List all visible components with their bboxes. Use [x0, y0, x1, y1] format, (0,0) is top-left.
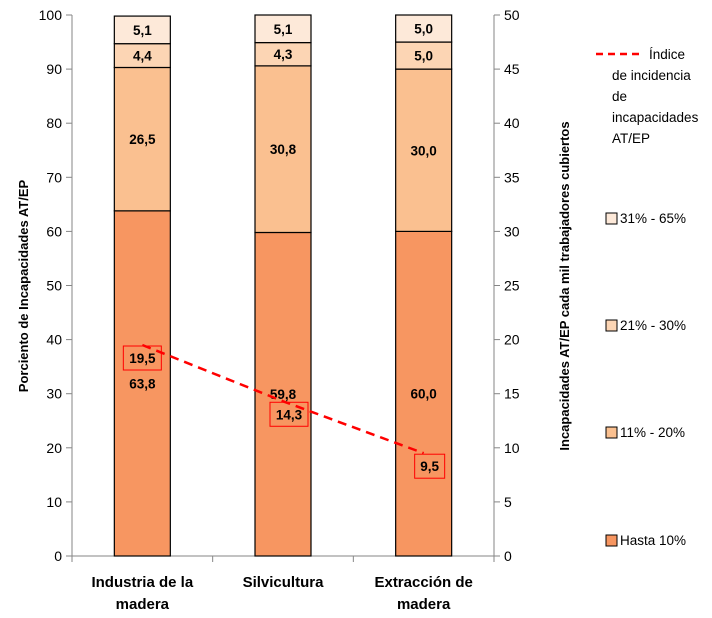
- incidence-data-label: 9,5: [420, 459, 439, 474]
- bar-segment: [254, 65, 312, 234]
- bar-segment: [113, 210, 171, 557]
- incidence-label-box: [269, 401, 309, 427]
- y-tick-label: 90: [46, 61, 62, 77]
- bar-segment: [395, 230, 453, 557]
- bar-segment: [395, 68, 453, 233]
- y-tick-label: 50: [46, 278, 62, 294]
- segment-data-label: 5,0: [414, 49, 433, 64]
- y-tick-label: 60: [46, 223, 62, 239]
- y-tick-label: 10: [46, 494, 62, 510]
- legend: Índice de incidencia de incapacidades AT/EP 3…: [596, 47, 699, 548]
- bar-segment: [254, 231, 312, 557]
- y2-tick-label: 30: [504, 223, 520, 239]
- legend-line-label: Índice: [649, 47, 685, 62]
- y2-tick-label: 25: [504, 278, 520, 294]
- legend-line-label: AT/EP: [612, 131, 650, 146]
- legend-line-label: incapacidades: [612, 110, 699, 125]
- segment-data-label: 59,8: [270, 387, 297, 402]
- legend-label: 21% - 30%: [620, 318, 686, 333]
- bars: [113, 14, 453, 557]
- category-labels: Industria de la madera Silvicultura Extracc…: [91, 574, 472, 613]
- segment-data-label: 60,0: [411, 387, 437, 402]
- legend-swatch: [605, 212, 618, 225]
- legend-line-label: de: [612, 89, 627, 104]
- incidence-label-box: [122, 345, 162, 371]
- bar-segment: [395, 41, 453, 70]
- y-tick-label: 40: [46, 332, 62, 348]
- segment-data-label: 5,1: [133, 23, 152, 38]
- legend-label: 31% - 65%: [620, 211, 686, 226]
- segment-data-label: 30,8: [270, 142, 297, 157]
- bar-segment: [113, 66, 171, 212]
- bar-segment: [254, 14, 312, 44]
- y2-tick-label: 40: [504, 115, 520, 131]
- segment-data-label: 4,4: [133, 49, 152, 64]
- bar-segment: [395, 14, 453, 43]
- bar-segment: [113, 15, 171, 45]
- y-tick-label: 30: [46, 386, 62, 402]
- segment-data-label: 5,1: [274, 22, 293, 37]
- y2-tick-label: 35: [504, 169, 520, 185]
- category-label: Industria de la: [91, 574, 193, 591]
- legend-label: Hasta 10%: [620, 533, 686, 548]
- y2-tick-label: 15: [504, 386, 520, 402]
- y-tick-label: 70: [46, 169, 62, 185]
- y2-axis-title: Incapacidades AT/EP cada mil trabajadore…: [557, 121, 572, 450]
- y2-tick-label: 50: [504, 7, 520, 23]
- y2-tick-label: 0: [504, 548, 512, 564]
- y2-tick-label: 5: [504, 494, 512, 510]
- y2-tick-label: 45: [504, 61, 520, 77]
- y-tick-label: 80: [46, 115, 62, 131]
- incidence-data-label: 14,3: [276, 407, 303, 422]
- category-label: madera: [397, 596, 451, 613]
- axes: 0 10 20 30 40 50 60 70 80 90 100 0 5 10 15 20 25 30 35 40 45…: [39, 7, 520, 564]
- legend-label: 11% - 20%: [620, 425, 685, 440]
- y-tick-label: 20: [46, 440, 62, 456]
- incidence-line-path: [141, 343, 425, 455]
- incidence-label-box: [414, 453, 446, 479]
- y2-tick-label: 20: [504, 332, 520, 348]
- y2-tick-label: 10: [504, 440, 520, 456]
- y-tick-label: 100: [39, 7, 63, 23]
- category-label: Silvicultura: [243, 574, 325, 591]
- legend-swatch: [605, 534, 618, 547]
- y-axis-title: Porciento de Incapacidades AT/EP: [16, 179, 31, 392]
- category-label: madera: [116, 596, 170, 613]
- segment-data-label: 5,0: [414, 22, 433, 37]
- incidence-data-label: 19,5: [129, 351, 156, 366]
- segment-data-label: 4,3: [274, 47, 293, 62]
- legend-swatch: [605, 319, 618, 332]
- y-tick-label: 0: [54, 548, 62, 564]
- segment-data-label: 30,0: [411, 143, 437, 158]
- category-label: Extracción de: [374, 574, 472, 591]
- segment-data-label: 63,8: [129, 376, 156, 391]
- segment-labels: 63,8 26,5 4,4 5,1 59,8 30,8 4,3 5,1 60,0 30,0 5,0 5…: [129, 22, 437, 403]
- legend-line-label: de incidencia: [612, 68, 691, 83]
- segment-data-label: 26,5: [129, 132, 156, 147]
- legend-swatch: [605, 426, 618, 439]
- incidence-line: 19,5 14,3 9,5: [122, 343, 446, 479]
